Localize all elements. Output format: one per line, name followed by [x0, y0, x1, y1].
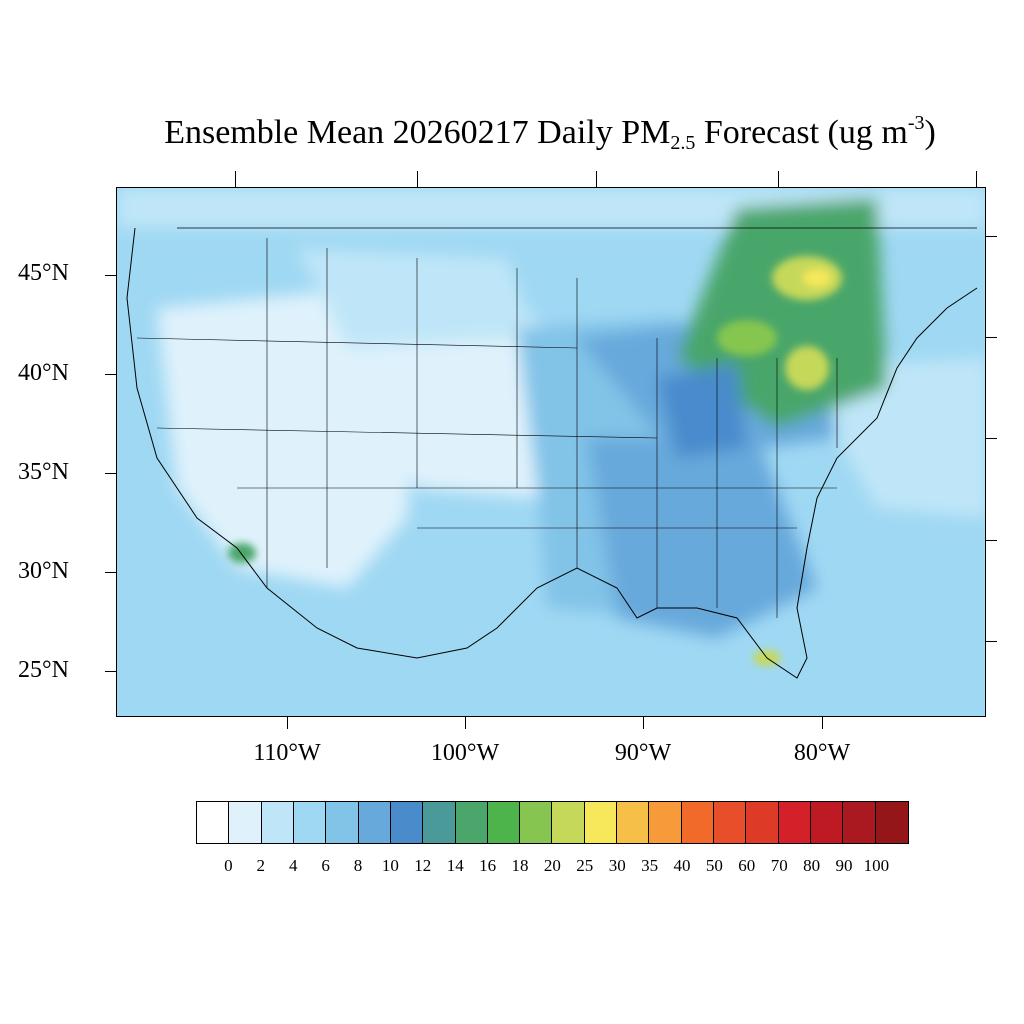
lat-tick [105, 374, 116, 375]
colorbar-label: 4 [288, 856, 298, 875]
colorbar-label: 70 [770, 856, 788, 875]
title-subscript: 2.5 [670, 132, 696, 154]
lon-label-100w: 100°W [430, 740, 500, 766]
colorbar-cell [520, 802, 553, 843]
colorbar-label: 100 [863, 856, 890, 875]
colorbar-label: 25 [576, 856, 594, 875]
top-tick [976, 171, 977, 187]
colorbar-label: 20 [543, 856, 561, 875]
lon-tick [465, 717, 466, 729]
colorbar-label: 60 [738, 856, 756, 875]
colorbar-cell [746, 802, 779, 843]
colorbar-cell [714, 802, 747, 843]
colorbar-cell [229, 802, 262, 843]
map-title: Ensemble Mean 20260217 Daily PM2.5 Forec… [0, 112, 1024, 155]
colorbar-label: 50 [705, 856, 723, 875]
colorbar-label: 6 [321, 856, 330, 875]
lat-label-35: 35°N [18, 459, 69, 485]
colorbar-label: 0 [224, 856, 233, 875]
lat-tick [105, 473, 116, 474]
hotspot-ontario-core [803, 269, 831, 287]
lat-tick [105, 671, 116, 672]
colorbar-label: 35 [641, 856, 659, 875]
colorbar-cell [423, 802, 456, 843]
colorbar-cell [455, 802, 488, 843]
hotspot-lake-erie [717, 320, 777, 356]
colorbar-cell [261, 802, 294, 843]
colorbar-cell [778, 802, 811, 843]
right-tick [986, 337, 997, 338]
right-tick [986, 438, 997, 439]
state-lines-horizontal [136, 337, 837, 529]
lat-label-45: 45°N [18, 260, 69, 286]
lat-label-25: 25°N [18, 657, 69, 683]
lat-label-40: 40°N [18, 360, 69, 386]
lon-label-80w: 80°W [793, 740, 851, 766]
right-tick [986, 540, 997, 541]
colorbar-cell [681, 802, 714, 843]
colorbar-cell [649, 802, 682, 843]
colorbar-cell [358, 802, 391, 843]
colorbar-cell [197, 802, 230, 843]
elevated-region-midwest [657, 363, 747, 458]
hotspot-phoenix [228, 543, 256, 563]
title-prefix: Ensemble Mean 20260217 Daily PM [164, 114, 671, 151]
colorbar [196, 801, 909, 844]
right-tick [986, 641, 997, 642]
colorbar-label: 80 [803, 856, 821, 875]
lon-tick [287, 717, 288, 729]
colorbar-label: 12 [414, 856, 432, 875]
colorbar-label: 14 [446, 856, 464, 875]
colorbar-cell [390, 802, 424, 843]
colorbar-cell [293, 802, 327, 843]
colorbar-label: 18 [511, 856, 529, 875]
colorbar-cell [487, 802, 521, 843]
title-middle: Forecast (ug m [695, 114, 908, 151]
colorbar-cell [552, 802, 585, 843]
lon-label-90w: 90°W [614, 740, 672, 766]
pm25-field [117, 188, 985, 716]
title-superscript: -3 [907, 112, 925, 134]
lat-tick [105, 275, 116, 276]
colorbar-label: 16 [479, 856, 497, 875]
colorbar-label: 30 [608, 856, 626, 875]
colorbar-cell [875, 802, 908, 843]
top-tick [235, 171, 236, 187]
colorbar-cell [843, 802, 876, 843]
colorbar-label: 90 [835, 856, 853, 875]
colorbar-cell [326, 802, 359, 843]
lon-tick [822, 717, 823, 729]
colorbar-label: 10 [381, 856, 399, 875]
title-suffix: ) [924, 114, 936, 151]
map-panel [116, 187, 986, 717]
lon-tick [643, 717, 644, 729]
lat-label-30: 30°N [18, 558, 69, 584]
right-tick [986, 236, 997, 237]
boundaries [126, 227, 978, 679]
colorbar-cell [810, 802, 844, 843]
colorbar-cell [584, 802, 618, 843]
colorbar-label: 2 [256, 856, 266, 875]
top-tick [778, 171, 779, 187]
lon-label-110w: 110°W [253, 740, 321, 766]
coastline [126, 227, 978, 679]
hotspot-new-york [785, 346, 829, 390]
colorbar-label: 40 [673, 856, 691, 875]
colorbar-cell [617, 802, 650, 843]
colorbar-label: 8 [353, 856, 363, 875]
top-tick [417, 171, 418, 187]
lat-tick [105, 572, 116, 573]
top-tick [596, 171, 597, 187]
